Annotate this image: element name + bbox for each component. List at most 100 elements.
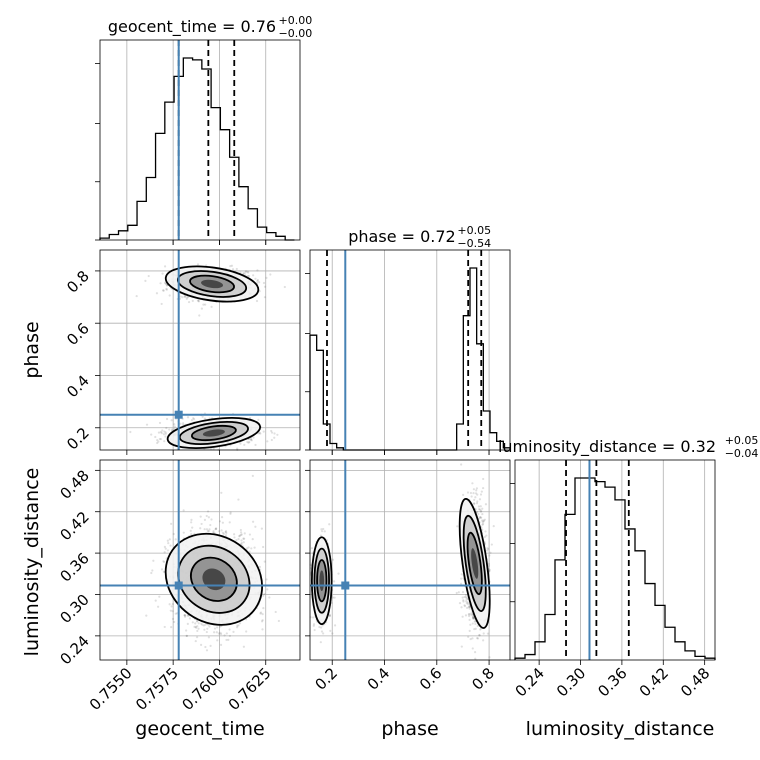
sample-point	[475, 487, 479, 490]
sample-point	[159, 282, 162, 285]
sample-point	[310, 547, 314, 550]
sample-point	[263, 560, 266, 563]
panel-title-lower: −0.54	[457, 237, 491, 250]
sample-point	[206, 627, 209, 630]
sample-point	[242, 272, 245, 275]
sample-point	[159, 430, 162, 434]
histogram-luminosity_distance	[514, 477, 716, 660]
sample-point	[239, 531, 243, 534]
panel-title-text: luminosity_distance = 0.32	[498, 437, 716, 457]
y-tick-label: 0.48	[56, 466, 92, 502]
sample-point	[229, 512, 232, 515]
sample-point	[242, 537, 245, 540]
sample-point	[318, 625, 321, 629]
panel-title-lower: −0.04	[725, 447, 759, 460]
sample-point	[488, 568, 491, 571]
sample-point	[197, 622, 200, 625]
sample-point	[169, 544, 172, 547]
sample-point	[245, 547, 249, 550]
histogram-phase	[309, 267, 511, 451]
sample-point	[492, 525, 495, 528]
sample-point	[488, 569, 491, 573]
sample-point	[154, 435, 157, 439]
sample-point	[161, 289, 165, 292]
sample-point	[270, 438, 273, 442]
sample-point	[270, 429, 273, 433]
sample-point	[251, 538, 254, 541]
y-tick-label: 0.36	[56, 549, 92, 585]
sample-point	[183, 614, 186, 617]
y-tick-label: 0.42	[56, 508, 92, 544]
sample-point	[212, 530, 215, 533]
sample-point	[205, 649, 209, 652]
sample-point	[472, 617, 475, 620]
truth-marker	[341, 581, 350, 590]
sample-point	[482, 632, 485, 635]
sample-point	[461, 591, 465, 594]
sample-point	[251, 474, 254, 478]
sample-point	[256, 269, 259, 272]
sample-point	[476, 493, 479, 496]
truth-marker	[174, 410, 183, 419]
sample-point	[485, 534, 488, 537]
sample-point	[248, 440, 251, 444]
sample-point	[243, 443, 246, 446]
sample-point	[224, 534, 228, 537]
sample-point	[467, 635, 470, 638]
sample-point	[485, 549, 488, 552]
sample-point	[199, 643, 203, 647]
sample-point	[189, 529, 192, 532]
sample-point	[482, 486, 485, 490]
sample-point	[161, 272, 164, 275]
sample-point	[200, 522, 203, 526]
sample-point	[480, 516, 483, 519]
sample-point	[195, 626, 198, 629]
sample-point	[488, 656, 491, 659]
sample-point	[331, 596, 335, 599]
sample-point	[216, 639, 219, 642]
sample-point	[164, 432, 167, 435]
sample-point	[476, 636, 479, 640]
x-tick-label: 0.6	[416, 664, 446, 694]
sample-point	[465, 599, 468, 603]
sample-point	[333, 580, 336, 583]
sample-point	[252, 436, 255, 439]
sample-point	[479, 516, 482, 519]
sample-point	[174, 538, 177, 541]
sample-point	[474, 622, 477, 626]
sample-point	[488, 554, 491, 557]
sample-point	[231, 268, 235, 271]
sample-point	[254, 525, 257, 528]
sample-point	[474, 492, 478, 495]
sample-point	[209, 644, 212, 648]
sample-point	[238, 534, 241, 537]
sample-point	[129, 430, 132, 434]
sample-point	[243, 532, 246, 535]
sample-point	[179, 295, 182, 298]
panel-frame	[309, 249, 511, 451]
sample-point	[331, 632, 334, 635]
sample-point	[479, 516, 482, 519]
sample-point	[263, 592, 266, 596]
panel-frame	[99, 249, 301, 451]
sample-point	[463, 604, 466, 607]
sample-point	[263, 285, 267, 288]
sample-point	[181, 296, 184, 299]
sample-point	[250, 439, 253, 442]
sample-point	[200, 622, 203, 625]
sample-point	[173, 425, 176, 428]
sample-point	[481, 512, 484, 516]
sample-point	[468, 629, 471, 632]
sample-point	[186, 622, 189, 626]
sample-point	[258, 565, 262, 569]
x-tick-label: 0.8	[468, 664, 498, 694]
sample-point	[467, 606, 470, 609]
sample-point	[490, 543, 493, 546]
x-tick-label: 0.4	[364, 664, 394, 694]
sample-point	[487, 562, 491, 566]
contour	[201, 279, 224, 289]
sample-point	[163, 625, 166, 629]
sample-point	[258, 281, 261, 284]
